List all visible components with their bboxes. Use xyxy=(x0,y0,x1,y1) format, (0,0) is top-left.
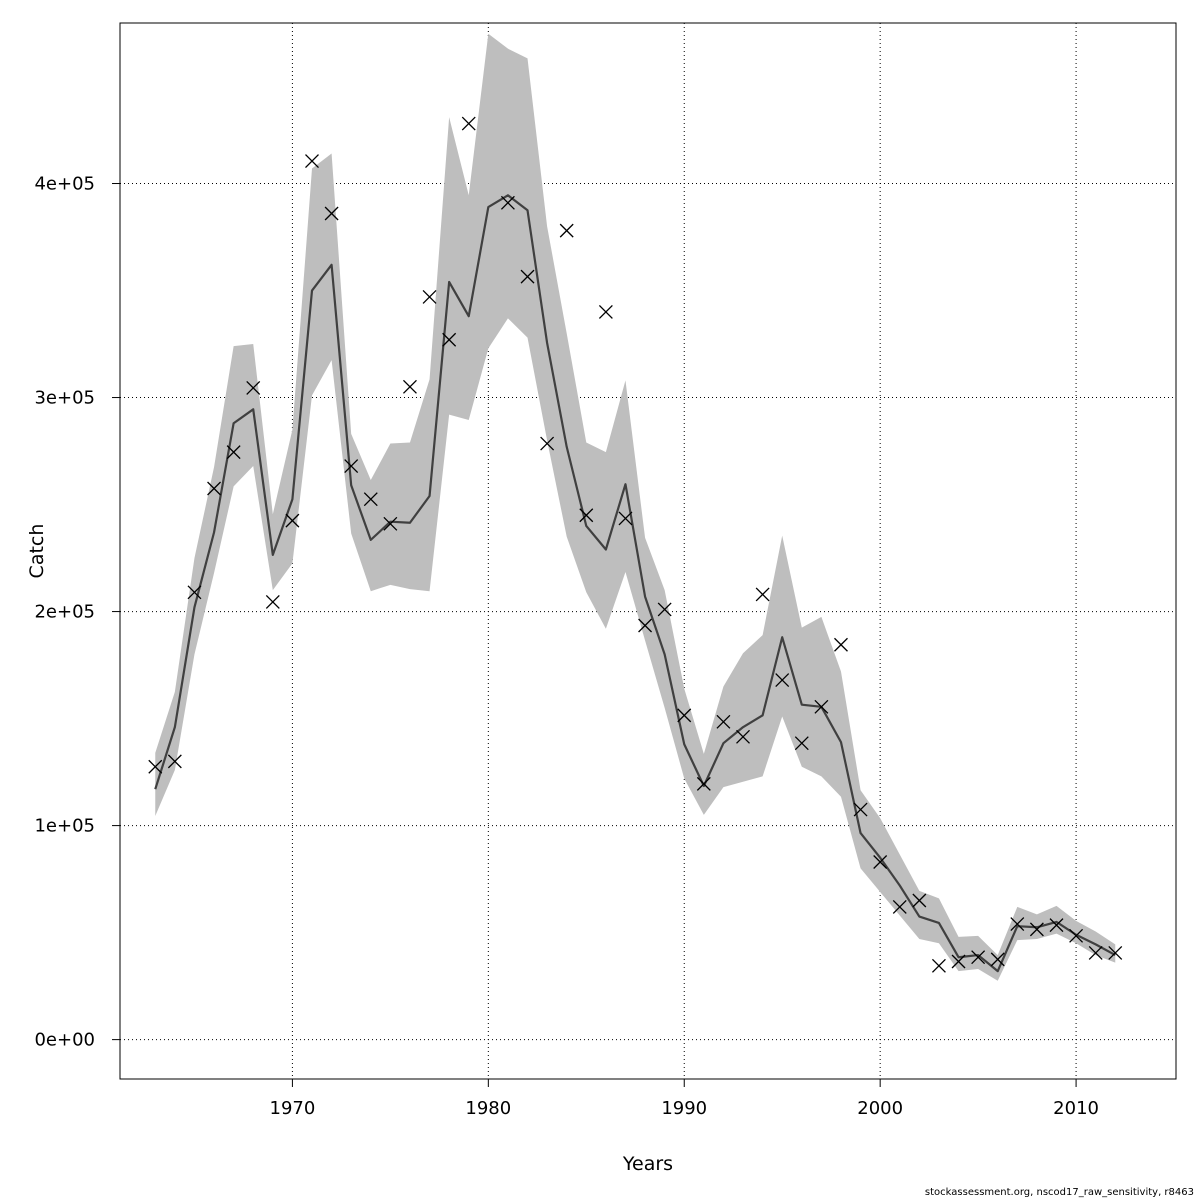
y-axis-ticks: 0e+00 1e+05 2e+05 3e+05 4e+05 xyxy=(34,174,120,1051)
observed-point xyxy=(559,223,574,238)
observed-point xyxy=(736,729,750,744)
observed-point xyxy=(1010,917,1025,932)
observed-point xyxy=(912,893,927,908)
observed-point xyxy=(1108,945,1123,960)
observed-point xyxy=(305,154,319,169)
observed-point xyxy=(226,445,241,460)
observed-point xyxy=(383,516,398,531)
observed-point xyxy=(344,459,359,473)
observed-point xyxy=(598,304,613,319)
observed-point xyxy=(716,714,731,729)
observed-point xyxy=(814,699,829,714)
observed-point xyxy=(853,802,868,817)
observed-points xyxy=(148,116,1123,973)
observed-point xyxy=(187,585,202,600)
observed-point xyxy=(755,587,770,602)
observed-point xyxy=(540,436,555,451)
x-axis-ticks: 1970 1980 1990 2000 2010 xyxy=(270,1079,1099,1119)
observed-point xyxy=(971,950,986,965)
fitted-catch-line xyxy=(154,194,1116,973)
observed-point xyxy=(1088,945,1103,960)
confidence-band xyxy=(155,33,1116,981)
observed-point xyxy=(1069,928,1084,943)
footer-source: stockassessment.org, nscod17_raw_sensiti… xyxy=(924,1187,1194,1198)
observed-point xyxy=(873,855,888,869)
observed-point xyxy=(618,511,633,526)
x-tick-label: 2000 xyxy=(857,1098,903,1119)
observed-point xyxy=(579,508,594,523)
x-tick-label: 1970 xyxy=(270,1098,316,1119)
y-tick-label: 0e+00 xyxy=(34,1030,95,1051)
observed-point xyxy=(500,195,515,210)
observed-point xyxy=(167,754,182,769)
observed-point xyxy=(285,513,300,528)
observed-point xyxy=(834,637,848,652)
observed-point xyxy=(775,673,790,688)
observed-point xyxy=(520,269,535,284)
y-axis-title: Catch xyxy=(26,524,48,579)
observed-point xyxy=(324,206,339,221)
observed-point xyxy=(363,492,378,507)
observed-point xyxy=(677,708,692,723)
y-tick-label: 1e+05 xyxy=(34,816,95,837)
observed-point xyxy=(657,602,672,617)
observed-point xyxy=(892,899,907,914)
x-axis-title: Years xyxy=(622,1153,673,1175)
observed-point xyxy=(1049,918,1064,933)
observed-point xyxy=(402,379,417,394)
observed-point xyxy=(696,776,711,791)
observed-point xyxy=(951,954,966,969)
observed-point xyxy=(638,618,653,633)
observed-point xyxy=(990,952,1005,967)
y-tick-label: 3e+05 xyxy=(34,388,95,409)
x-tick-label: 1980 xyxy=(465,1098,511,1119)
observed-point xyxy=(207,481,222,496)
observed-point xyxy=(1029,922,1044,937)
observed-point xyxy=(422,289,437,304)
observed-point xyxy=(461,116,476,131)
observed-point xyxy=(794,736,809,751)
observed-point xyxy=(931,958,946,973)
y-tick-label: 2e+05 xyxy=(34,602,95,623)
x-tick-label: 2010 xyxy=(1053,1098,1099,1119)
plot-frame xyxy=(119,22,1177,1080)
x-tick-label: 1990 xyxy=(661,1098,707,1119)
observed-point xyxy=(265,594,280,609)
observed-point xyxy=(148,759,163,774)
y-tick-label: 4e+05 xyxy=(34,174,95,195)
observed-point xyxy=(442,332,457,347)
observed-point xyxy=(246,380,261,395)
